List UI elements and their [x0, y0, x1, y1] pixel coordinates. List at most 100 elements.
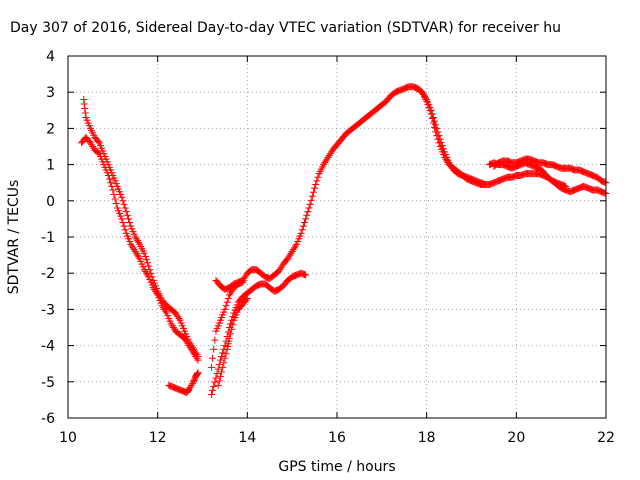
data-point [300, 219, 308, 227]
data-point [188, 380, 196, 388]
y-tick-label: -5 [41, 375, 55, 391]
data-point [433, 132, 441, 140]
data-point [142, 269, 150, 277]
data-point [303, 211, 311, 219]
data-point [305, 204, 313, 212]
data-point [141, 252, 149, 260]
data-point [324, 153, 332, 161]
data-point [131, 247, 139, 255]
data-point [81, 104, 89, 112]
data-point [194, 356, 202, 364]
data-point [214, 381, 222, 389]
data-point [307, 196, 315, 204]
y-tick-label: -6 [41, 411, 55, 427]
data-point [228, 325, 236, 333]
data-point [135, 253, 143, 261]
data-point [288, 247, 296, 255]
x-tick-label: 10 [59, 430, 77, 446]
data-point [193, 371, 201, 379]
data-point [184, 340, 192, 348]
data-point [144, 259, 152, 267]
data-point [210, 345, 218, 353]
x-tick-label: 18 [418, 430, 436, 446]
data-point [187, 381, 195, 389]
data-point [297, 229, 305, 237]
data-point [185, 385, 193, 393]
data-point [427, 110, 435, 118]
data-point [192, 352, 200, 360]
data-point [435, 139, 443, 147]
data-point [186, 383, 194, 391]
data-point [141, 267, 149, 275]
data-point [169, 324, 177, 331]
data-point [159, 304, 167, 312]
data-marks [77, 83, 610, 398]
data-point [173, 311, 181, 319]
data-point [80, 95, 88, 103]
data-point [89, 143, 97, 150]
data-point [109, 186, 117, 194]
data-point [185, 342, 193, 350]
y-tick-label: 4 [46, 49, 55, 65]
data-point [428, 114, 436, 122]
data-point [313, 177, 321, 185]
data-point [325, 152, 333, 160]
data-point [104, 171, 112, 179]
data-point [131, 233, 139, 241]
data-point [229, 321, 237, 329]
data-point [193, 370, 201, 378]
y-tick-label: -4 [41, 339, 55, 355]
data-point [186, 343, 194, 351]
data-point [158, 302, 166, 310]
data-point [127, 240, 135, 248]
data-point [150, 285, 158, 293]
data-point [221, 305, 229, 313]
data-point [222, 302, 230, 310]
data-point [140, 266, 148, 274]
data-point [86, 139, 94, 147]
data-point [211, 378, 219, 386]
data-point [128, 242, 136, 250]
data-point [220, 359, 228, 367]
data-point [135, 238, 143, 246]
data-point [132, 235, 140, 243]
data-point [443, 157, 451, 165]
data-point [321, 159, 329, 167]
data-point [314, 173, 322, 181]
data-point [172, 309, 180, 317]
data-point [130, 246, 138, 254]
data-point [144, 271, 152, 279]
data-point [284, 255, 292, 263]
data-point [320, 161, 328, 169]
data-point [215, 377, 223, 385]
y-tick-label: 0 [46, 194, 55, 210]
data-point [225, 334, 233, 342]
data-point [298, 226, 306, 234]
data-point [149, 284, 157, 292]
data-point [190, 349, 198, 357]
data-point [125, 215, 133, 223]
data-point [285, 253, 293, 261]
data-point [184, 387, 192, 395]
grid [68, 56, 606, 418]
data-point [275, 267, 283, 275]
data-point [120, 200, 128, 208]
data-point [126, 219, 134, 227]
data-point [194, 369, 202, 377]
data-point [326, 150, 334, 158]
data-point [94, 149, 102, 157]
y-tick-label: 2 [46, 121, 55, 137]
data-point [119, 197, 127, 205]
data-point [122, 208, 130, 216]
data-point [431, 123, 439, 131]
data-point [108, 182, 116, 190]
data-point [142, 256, 150, 264]
x-tick-label: 16 [328, 430, 346, 446]
data-point [219, 363, 227, 371]
data-point [240, 275, 248, 283]
data-point [183, 338, 191, 346]
data-point [209, 354, 217, 362]
data-point [302, 271, 310, 279]
data-point [299, 222, 307, 230]
